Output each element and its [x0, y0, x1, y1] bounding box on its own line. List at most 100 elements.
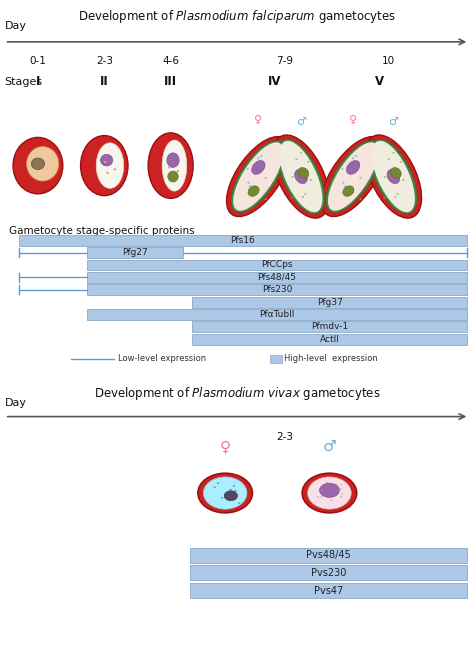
Text: PfCCps: PfCCps	[261, 261, 293, 270]
Ellipse shape	[264, 198, 267, 200]
Ellipse shape	[397, 193, 399, 195]
Ellipse shape	[383, 197, 386, 199]
Ellipse shape	[148, 133, 193, 198]
Ellipse shape	[203, 477, 247, 509]
Ellipse shape	[198, 473, 252, 513]
FancyBboxPatch shape	[192, 321, 467, 332]
FancyBboxPatch shape	[18, 235, 467, 246]
Ellipse shape	[370, 139, 417, 214]
Ellipse shape	[277, 139, 325, 214]
Text: Pfs48/45: Pfs48/45	[257, 273, 297, 282]
Ellipse shape	[365, 135, 421, 218]
Ellipse shape	[341, 493, 344, 495]
Ellipse shape	[250, 185, 252, 187]
Ellipse shape	[231, 140, 286, 213]
Ellipse shape	[260, 155, 263, 157]
Ellipse shape	[328, 142, 378, 211]
Text: Pfg37: Pfg37	[317, 298, 343, 307]
Ellipse shape	[167, 153, 179, 168]
Ellipse shape	[220, 497, 223, 499]
Text: Low-level expression: Low-level expression	[118, 354, 207, 363]
Text: Stages: Stages	[5, 77, 43, 87]
Text: Development of $\mathit{Plasmodium\ vivax}$ gametocytes: Development of $\mathit{Plasmodium\ viva…	[94, 385, 380, 402]
Ellipse shape	[340, 488, 342, 489]
Ellipse shape	[342, 182, 345, 184]
Ellipse shape	[345, 185, 347, 187]
Text: ♀: ♀	[254, 115, 263, 125]
Ellipse shape	[308, 477, 351, 509]
Text: Day: Day	[5, 21, 27, 31]
Text: 7-9: 7-9	[276, 57, 293, 66]
Text: Pfg27: Pfg27	[122, 248, 148, 257]
Ellipse shape	[227, 136, 290, 216]
Ellipse shape	[343, 186, 354, 196]
Ellipse shape	[402, 179, 404, 181]
Ellipse shape	[96, 143, 124, 188]
Ellipse shape	[226, 494, 228, 495]
Ellipse shape	[264, 177, 267, 179]
Ellipse shape	[321, 489, 324, 491]
Ellipse shape	[359, 177, 362, 179]
Ellipse shape	[307, 161, 310, 162]
Text: High-level  expression: High-level expression	[284, 354, 378, 363]
Ellipse shape	[248, 186, 259, 196]
Text: ♂: ♂	[388, 117, 399, 127]
Ellipse shape	[238, 502, 240, 504]
Ellipse shape	[300, 151, 302, 153]
Ellipse shape	[31, 158, 45, 170]
Ellipse shape	[229, 493, 231, 495]
Text: ♂: ♂	[323, 439, 336, 454]
Ellipse shape	[326, 140, 381, 213]
Text: Pvs230: Pvs230	[310, 568, 346, 578]
FancyBboxPatch shape	[87, 272, 467, 283]
Text: Day: Day	[5, 398, 27, 408]
Text: ActII: ActII	[320, 335, 339, 344]
Text: III: III	[164, 75, 177, 88]
Text: 10: 10	[382, 57, 395, 66]
Ellipse shape	[104, 161, 107, 163]
Text: ♂: ♂	[296, 117, 306, 127]
Text: PfαTubII: PfαTubII	[259, 310, 295, 319]
Ellipse shape	[280, 141, 322, 213]
FancyBboxPatch shape	[270, 354, 282, 363]
Ellipse shape	[81, 136, 128, 196]
Text: I: I	[36, 75, 40, 88]
Ellipse shape	[226, 499, 228, 500]
Ellipse shape	[295, 158, 298, 160]
Text: Pfs16: Pfs16	[230, 236, 255, 245]
Ellipse shape	[273, 135, 329, 218]
Ellipse shape	[295, 170, 307, 183]
Ellipse shape	[298, 168, 309, 178]
Ellipse shape	[340, 496, 342, 497]
Ellipse shape	[336, 484, 338, 485]
Ellipse shape	[372, 141, 415, 213]
Ellipse shape	[224, 491, 237, 500]
Ellipse shape	[229, 489, 232, 490]
FancyBboxPatch shape	[190, 566, 467, 580]
Ellipse shape	[340, 484, 342, 486]
Ellipse shape	[400, 161, 402, 162]
Ellipse shape	[162, 140, 187, 191]
Ellipse shape	[234, 490, 237, 491]
FancyBboxPatch shape	[87, 309, 467, 320]
Ellipse shape	[355, 155, 357, 157]
Ellipse shape	[176, 170, 179, 172]
Ellipse shape	[257, 157, 259, 159]
Ellipse shape	[225, 496, 227, 497]
Text: 4-6: 4-6	[162, 57, 179, 66]
Ellipse shape	[384, 176, 386, 178]
Ellipse shape	[233, 486, 235, 487]
FancyBboxPatch shape	[190, 547, 467, 563]
Ellipse shape	[352, 157, 354, 159]
Ellipse shape	[27, 146, 59, 181]
Ellipse shape	[359, 198, 362, 200]
Text: ♀: ♀	[349, 115, 357, 125]
Ellipse shape	[387, 170, 400, 183]
Ellipse shape	[330, 500, 333, 501]
FancyBboxPatch shape	[190, 583, 467, 598]
Ellipse shape	[304, 193, 307, 195]
Ellipse shape	[106, 172, 109, 174]
Ellipse shape	[233, 142, 283, 211]
Ellipse shape	[113, 168, 116, 170]
Text: Pvs47: Pvs47	[314, 586, 343, 595]
